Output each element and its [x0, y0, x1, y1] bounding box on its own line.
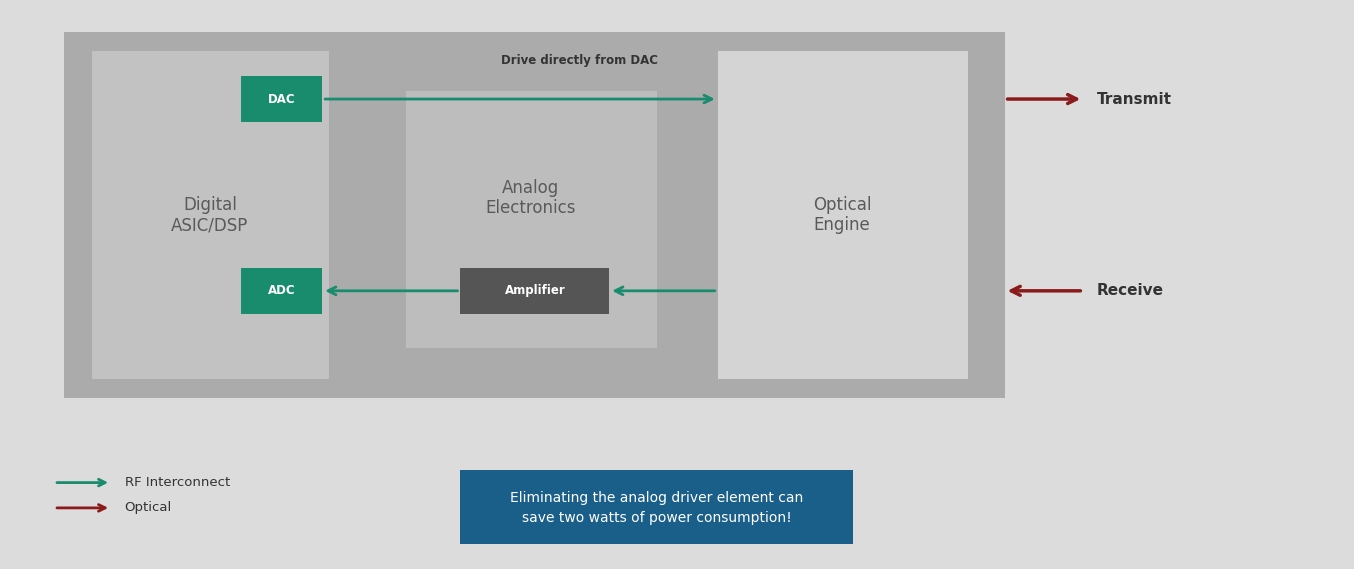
Bar — [241, 267, 322, 314]
Text: ADC: ADC — [268, 284, 295, 298]
Text: Receive: Receive — [1097, 283, 1163, 298]
Bar — [241, 76, 322, 122]
Text: Analog
Electronics: Analog Electronics — [486, 179, 575, 217]
Bar — [718, 51, 968, 380]
Text: Drive directly from DAC: Drive directly from DAC — [501, 55, 658, 68]
Bar — [460, 267, 609, 314]
Text: Digital
ASIC/DSP: Digital ASIC/DSP — [171, 196, 249, 234]
Bar — [406, 90, 657, 348]
Bar — [64, 32, 1005, 398]
Text: Optical: Optical — [125, 501, 172, 514]
Text: Eliminating the analog driver element can
save two watts of power consumption!: Eliminating the analog driver element ca… — [510, 490, 803, 525]
Bar — [460, 470, 853, 544]
Text: DAC: DAC — [268, 93, 295, 105]
Text: RF Interconnect: RF Interconnect — [125, 476, 230, 489]
Text: Transmit: Transmit — [1097, 92, 1171, 106]
Text: Optical
Engine: Optical Engine — [812, 196, 872, 234]
Text: Amplifier: Amplifier — [505, 284, 565, 298]
Bar — [92, 51, 329, 380]
